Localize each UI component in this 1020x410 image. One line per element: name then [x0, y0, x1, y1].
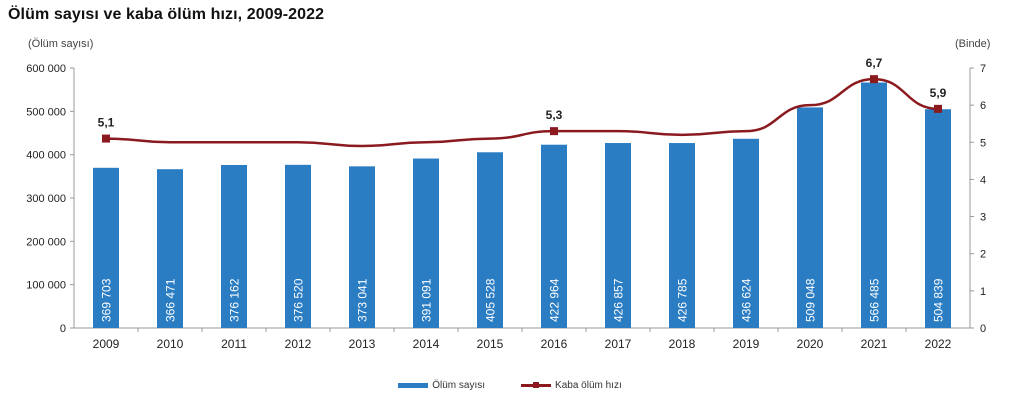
- x-tick-label: 2017: [605, 337, 632, 351]
- legend-line-label: Kaba ölüm hızı: [555, 380, 622, 391]
- chart-title: Ölüm sayısı ve kaba ölüm hızı, 2009-2022: [8, 6, 325, 23]
- bar-value-label: 509 048: [804, 278, 818, 322]
- bar-value-label: 373 041: [356, 278, 370, 322]
- bar: [669, 143, 695, 328]
- left-tick-label: 300 000: [26, 193, 66, 205]
- right-tick-label: 6: [980, 100, 986, 112]
- x-tick-label: 2010: [157, 337, 184, 351]
- right-tick-label: 3: [980, 212, 986, 224]
- legend-item-bar: Ölüm sayısı: [398, 380, 485, 391]
- rate-marker: [102, 134, 110, 143]
- right-tick-label: 4: [980, 174, 986, 186]
- bar-value-label: 426 785: [676, 278, 690, 322]
- bar-value-label: 366 471: [164, 278, 178, 322]
- bar: [605, 143, 631, 328]
- rate-marker: [550, 127, 558, 136]
- bar: [221, 164, 247, 328]
- x-tick-label: 2011: [221, 337, 247, 351]
- bar-value-label: 504 839: [932, 278, 946, 322]
- x-tick-label: 2021: [861, 337, 888, 351]
- line-marker-swatch-icon: [521, 382, 552, 388]
- bar-value-label: 566 485: [868, 278, 882, 322]
- x-tick-label: 2014: [413, 337, 440, 351]
- rate-marker: [934, 104, 942, 113]
- right-tick-label: 0: [980, 323, 986, 335]
- bar: [413, 158, 439, 328]
- x-tick-label: 2019: [733, 337, 760, 351]
- bar: [925, 109, 951, 328]
- right-tick-label: 5: [980, 137, 986, 149]
- bar: [861, 82, 887, 328]
- right-tick-label: 7: [980, 63, 986, 75]
- bar: [349, 166, 375, 328]
- bar-value-label: 369 703: [100, 278, 114, 322]
- bar-value-label: 405 528: [484, 278, 498, 322]
- right-tick-label: 1: [980, 286, 986, 298]
- rate-marker: [870, 75, 878, 84]
- rate-point-label: 5,1: [98, 116, 115, 130]
- x-tick-label: 2018: [669, 337, 696, 351]
- left-tick-label: 500 000: [26, 106, 66, 118]
- x-tick-label: 2016: [541, 337, 568, 351]
- left-tick-label: 0: [60, 323, 66, 335]
- legend-bar-label: Ölüm sayısı: [432, 380, 486, 391]
- left-tick-label: 600 000: [26, 63, 66, 75]
- bar: [93, 167, 119, 328]
- right-tick-label: 2: [980, 249, 986, 261]
- x-tick-label: 2022: [925, 337, 952, 351]
- x-tick-label: 2009: [93, 337, 120, 351]
- x-tick-label: 2015: [477, 337, 504, 351]
- left-tick-label: 200 000: [26, 236, 66, 248]
- bar-value-label: 391 091: [420, 278, 434, 322]
- bar-value-label: 436 624: [740, 278, 754, 322]
- bar-value-label: 426 857: [612, 278, 626, 322]
- bar: [285, 164, 311, 328]
- bar: [541, 144, 567, 328]
- rate-line: [105, 77, 939, 148]
- bar-swatch-icon: [398, 383, 429, 388]
- bar: [157, 169, 183, 328]
- left-axis-unit-label: (Ölüm sayısı): [28, 38, 94, 50]
- bar-value-label: 376 520: [292, 278, 306, 322]
- rate-point-label: 5,9: [930, 86, 947, 100]
- legend-item-line: Kaba ölüm hızı: [521, 380, 622, 391]
- x-tick-label: 2020: [797, 337, 824, 351]
- x-tick-label: 2012: [285, 337, 312, 351]
- rate-point-label: 6,7: [866, 56, 883, 70]
- combo-chart: 0 100 000 200 000 300 000 400 000 500 000 600 …: [26, 56, 986, 351]
- bar-value-label: 422 964: [548, 278, 562, 322]
- left-tick-label: 400 000: [26, 150, 66, 162]
- bar: [477, 152, 503, 328]
- left-tick-label: 100 000: [26, 280, 66, 292]
- bar-value-label: 376 162: [228, 278, 242, 322]
- right-axis-unit-label: (Binde): [955, 38, 991, 50]
- bar: [797, 107, 823, 328]
- rate-point-label: 5,3: [546, 108, 563, 122]
- legend: Ölüm sayısı Kaba ölüm hızı: [0, 380, 1020, 391]
- x-tick-label: 2013: [349, 337, 376, 351]
- bar: [733, 138, 759, 328]
